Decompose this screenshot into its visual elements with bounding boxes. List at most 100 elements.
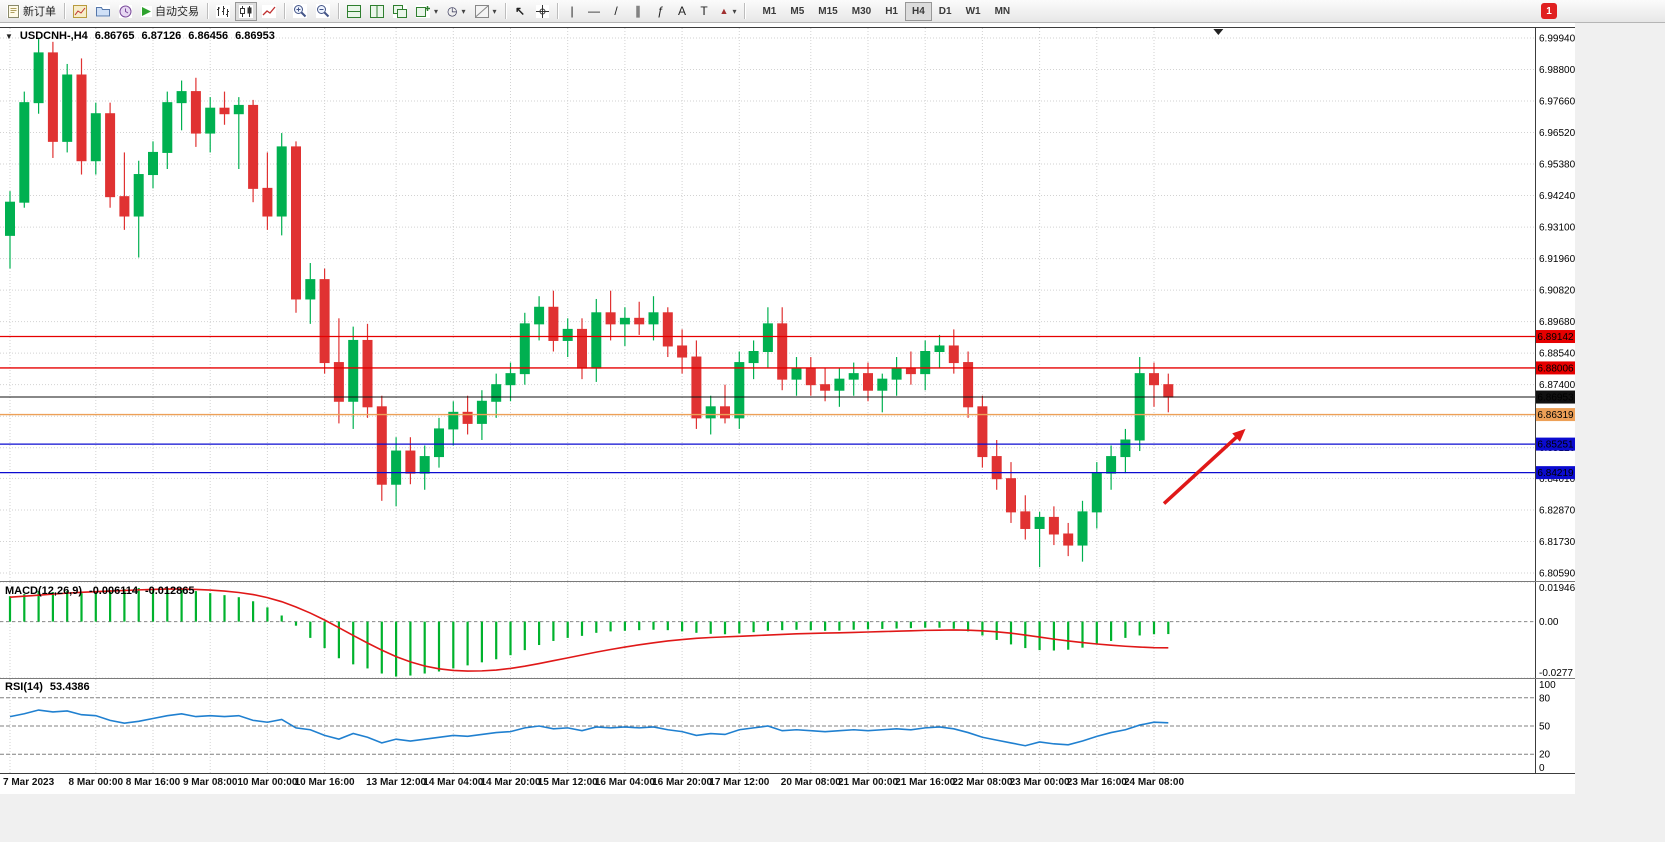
macd-label: MACD(12,26,9) xyxy=(5,585,83,597)
price-level-tag-label: 6.89142 xyxy=(1537,332,1574,343)
bull-candle xyxy=(519,323,530,375)
time-axis-label: 21 Mar 00:00 xyxy=(837,777,899,788)
timeframe-button-m30[interactable]: M30 xyxy=(845,2,878,21)
cursor-button[interactable]: ↖ xyxy=(510,2,531,21)
period-dropdown-button[interactable]: ◷ ▾ xyxy=(443,2,470,21)
price-level-tag xyxy=(1536,330,1575,344)
vertical-line-button[interactable]: | xyxy=(562,2,583,21)
time-axis-label: 20 Mar 08:00 xyxy=(780,777,841,788)
timeframe-button-h1[interactable]: H1 xyxy=(878,2,905,21)
timeframe-button-m5[interactable]: M5 xyxy=(783,2,811,21)
bull-candle xyxy=(762,323,773,353)
new-chart-dropdown-button[interactable]: ▾ xyxy=(412,2,442,21)
bear-candle xyxy=(1020,511,1031,529)
dropdown-arrow-icon: ▾ xyxy=(434,6,439,16)
label-tool-button[interactable]: T xyxy=(694,2,715,21)
charts-button[interactable] xyxy=(69,2,91,21)
tile-horizontal-icon xyxy=(347,4,361,18)
ohlc-low: 6.86456 xyxy=(188,30,229,42)
candlestick-chart-button[interactable] xyxy=(235,1,257,21)
bear-candle xyxy=(805,367,816,386)
bull-candle xyxy=(877,378,888,391)
new-order-button[interactable]: 新订单 xyxy=(3,2,60,21)
price-axis-label: 6.90820 xyxy=(1539,286,1575,297)
toolbar-separator xyxy=(504,3,506,19)
bull-candle xyxy=(148,151,158,176)
annotation-arrow-icon[interactable] xyxy=(1232,428,1246,442)
tile-vertical-button[interactable] xyxy=(366,2,388,21)
price-level-tag-label: 6.86953 xyxy=(1537,393,1574,404)
dropdown-arrow-icon: ▾ xyxy=(492,6,497,16)
bear-candle xyxy=(691,356,702,419)
toolbar-separator xyxy=(338,3,339,19)
bull-candle xyxy=(1091,472,1102,513)
text-tool-button[interactable]: A xyxy=(672,2,693,21)
time-axis-label: 15 Mar 12:00 xyxy=(537,777,598,788)
timeframe-button-d1[interactable]: D1 xyxy=(932,2,959,21)
line-chart-button[interactable] xyxy=(258,2,280,21)
bar-chart-icon xyxy=(216,4,230,18)
time-axis-label: 10 Mar 16:00 xyxy=(294,777,355,788)
bull-candle xyxy=(1077,511,1088,546)
macd-axis-label: 0.00 xyxy=(1539,617,1559,628)
bull-candle xyxy=(1034,516,1045,529)
bull-candle xyxy=(476,400,487,424)
price-axis-label: 6.95380 xyxy=(1539,160,1575,171)
timeframe-button-w1[interactable]: W1 xyxy=(959,2,988,21)
quote-panel-toggle-icon[interactable]: ▼ xyxy=(5,31,13,41)
time-axis[interactable]: 7 Mar 2023 8 Mar 00:00 8 Mar 16:00 9 Mar 08… xyxy=(0,774,1575,794)
cascade-windows-button[interactable] xyxy=(389,2,411,21)
macd-indicator-panel[interactable]: 0.019464 0.00 -0.0277 xyxy=(0,581,1575,678)
bull-candle xyxy=(434,428,444,458)
bull-candle xyxy=(233,104,244,115)
label-tool-icon: T xyxy=(700,4,708,18)
timeframe-button-m15[interactable]: M15 xyxy=(811,2,844,21)
price-level-tag xyxy=(1536,408,1575,422)
bear-candle xyxy=(105,113,116,198)
bar-chart-button[interactable] xyxy=(212,2,234,21)
rsi-axis-label: 20 xyxy=(1539,750,1551,761)
price-level-tag xyxy=(1536,361,1575,375)
trendline-button[interactable]: / xyxy=(606,2,627,21)
auto-trading-button[interactable]: 自动交易 xyxy=(137,2,203,21)
data-window-button[interactable] xyxy=(115,2,136,21)
timeframe-button-m1[interactable]: M1 xyxy=(755,2,783,21)
bear-candle xyxy=(1063,533,1074,546)
price-axis-label: 6.80590 xyxy=(1539,568,1575,579)
time-axis-label: 10 Mar 00:00 xyxy=(237,777,298,788)
price-chart[interactable]: 6.99940 6.98800 6.97660 6.96520 6.95380 6.942… xyxy=(0,28,1575,581)
profiles-button[interactable] xyxy=(92,2,114,21)
fibonacci-button[interactable]: ƒ xyxy=(650,2,671,21)
channel-button[interactable]: ∥ xyxy=(628,2,649,21)
timeframe-button-mn[interactable]: MN xyxy=(988,2,1018,21)
time-axis-label: 8 Mar 00:00 xyxy=(68,777,124,788)
bull-candle xyxy=(305,279,316,300)
zoom-out-button[interactable] xyxy=(312,2,334,21)
bull-candle xyxy=(562,328,573,341)
shapes-dropdown-button[interactable]: ▲ ▾ xyxy=(716,2,741,21)
cursor-icon: ↖ xyxy=(515,4,526,18)
bear-candle xyxy=(777,323,788,380)
templates-dropdown-button[interactable]: ▾ xyxy=(471,2,501,21)
time-axis-label: 14 Mar 20:00 xyxy=(480,777,541,788)
time-axis-label: 8 Mar 16:00 xyxy=(125,777,181,788)
timeframe-button-h4[interactable]: H4 xyxy=(904,1,932,21)
bear-candle xyxy=(1006,478,1016,513)
notification-badge[interactable]: 1 xyxy=(1541,3,1557,19)
cascade-windows-icon xyxy=(393,4,407,18)
bear-candle xyxy=(720,406,730,419)
bear-candle xyxy=(47,52,58,142)
bull-candle xyxy=(748,351,759,364)
crosshair-button[interactable] xyxy=(532,2,553,21)
bull-candle xyxy=(133,174,144,217)
tile-horizontal-button[interactable] xyxy=(343,2,365,21)
zoom-in-button[interactable] xyxy=(289,2,311,21)
rsi-indicator-panel[interactable]: 100 80 50 20 0 xyxy=(0,678,1575,773)
horizontal-line-button[interactable]: — xyxy=(584,2,605,21)
bull-candle xyxy=(276,146,287,217)
chart-shift-marker-icon xyxy=(1213,29,1224,35)
bear-candle xyxy=(405,450,416,474)
rsi-axis-label: 80 xyxy=(1539,693,1551,704)
auto-trading-label: 自动交易 xyxy=(155,6,199,18)
auto-trading-icon xyxy=(141,5,152,17)
